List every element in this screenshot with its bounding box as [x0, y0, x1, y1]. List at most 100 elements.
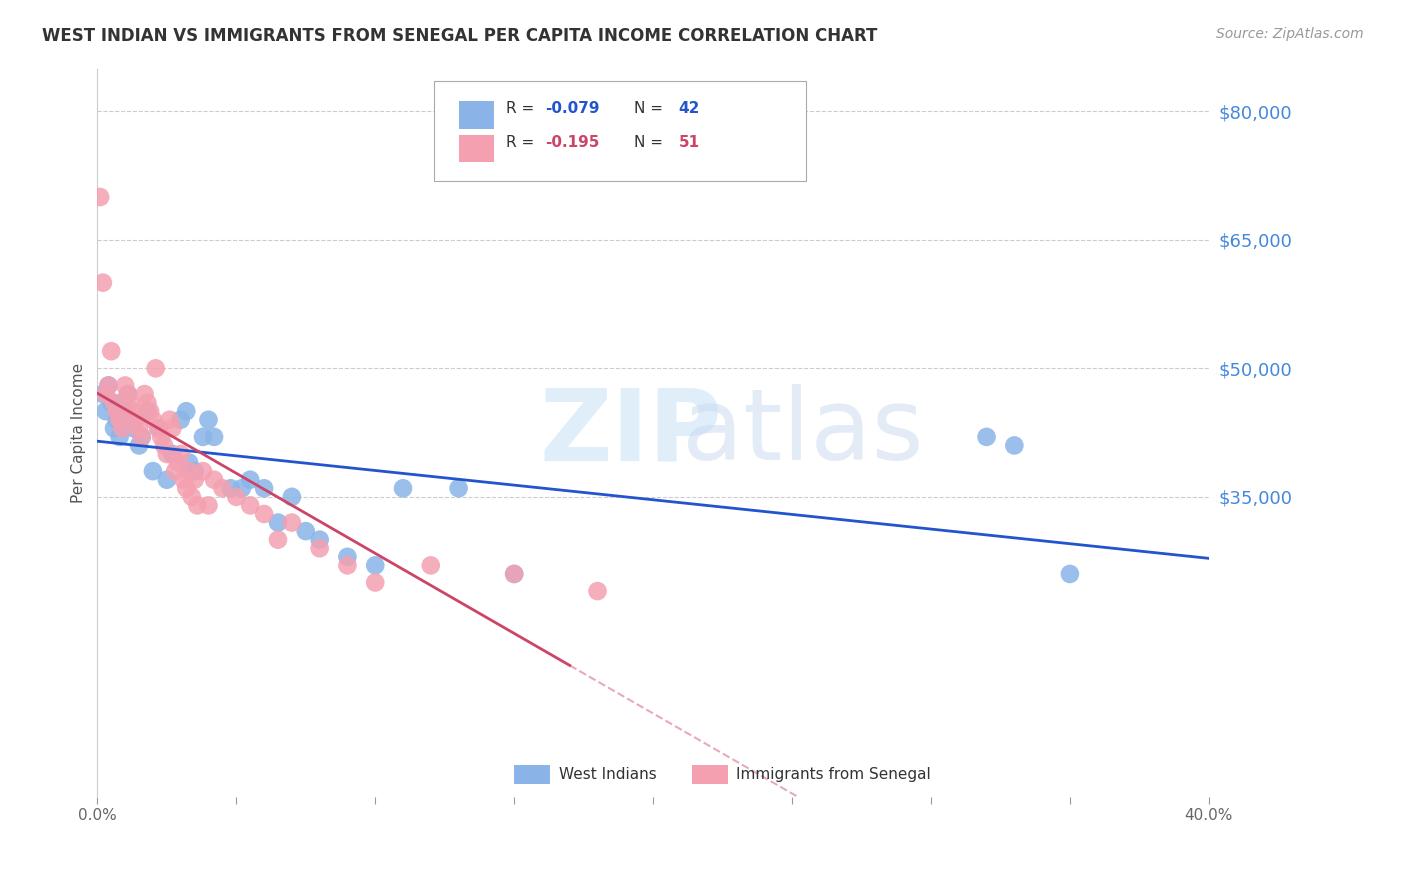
Point	[111, 421, 134, 435]
Text: atlas: atlas	[682, 384, 924, 481]
Point	[336, 549, 359, 564]
FancyBboxPatch shape	[458, 102, 494, 129]
FancyBboxPatch shape	[458, 135, 494, 162]
Point	[100, 395, 122, 409]
Point	[180, 490, 202, 504]
Point	[91, 276, 114, 290]
FancyBboxPatch shape	[434, 81, 807, 181]
Point	[183, 464, 205, 478]
Point	[231, 481, 253, 495]
Text: Immigrants from Senegal: Immigrants from Senegal	[737, 767, 931, 782]
Point	[239, 499, 262, 513]
Text: N =: N =	[634, 102, 668, 116]
Point	[108, 430, 131, 444]
Point	[122, 404, 145, 418]
Point	[392, 481, 415, 495]
Point	[167, 456, 190, 470]
Point	[111, 395, 134, 409]
Text: ZIP: ZIP	[540, 384, 723, 481]
Point	[105, 404, 128, 418]
Point	[202, 430, 225, 444]
Point	[103, 395, 125, 409]
Point	[186, 499, 208, 513]
Point	[586, 584, 609, 599]
Point	[156, 473, 179, 487]
Point	[97, 378, 120, 392]
Point	[225, 490, 247, 504]
Point	[142, 413, 165, 427]
Text: Source: ZipAtlas.com: Source: ZipAtlas.com	[1216, 27, 1364, 41]
Point	[173, 473, 195, 487]
Point	[202, 473, 225, 487]
Point	[148, 421, 170, 435]
Point	[219, 481, 242, 495]
Point	[91, 387, 114, 401]
Point	[139, 404, 162, 418]
Point	[162, 447, 184, 461]
Point	[253, 481, 276, 495]
Point	[336, 558, 359, 573]
Point	[165, 464, 187, 478]
Point	[239, 473, 262, 487]
Point	[308, 541, 330, 556]
FancyBboxPatch shape	[692, 765, 727, 783]
Point	[148, 421, 170, 435]
Point	[153, 438, 176, 452]
Point	[125, 413, 148, 427]
Text: West Indians: West Indians	[558, 767, 657, 782]
Point	[197, 413, 219, 427]
Point	[174, 481, 197, 495]
Point	[142, 464, 165, 478]
Point	[97, 378, 120, 392]
Point	[308, 533, 330, 547]
Text: -0.195: -0.195	[546, 135, 600, 150]
Point	[156, 447, 179, 461]
Text: R =: R =	[506, 135, 540, 150]
Point	[100, 344, 122, 359]
Point	[1059, 566, 1081, 581]
Point	[131, 430, 153, 444]
Point	[183, 473, 205, 487]
Point	[122, 421, 145, 435]
Y-axis label: Per Capita Income: Per Capita Income	[72, 362, 86, 503]
Point	[162, 421, 184, 435]
FancyBboxPatch shape	[515, 765, 550, 783]
Point	[267, 533, 290, 547]
Point	[136, 404, 159, 418]
Text: 42: 42	[679, 102, 700, 116]
Text: -0.079: -0.079	[546, 102, 600, 116]
Point	[117, 387, 139, 401]
Text: R =: R =	[506, 102, 540, 116]
Point	[159, 413, 181, 427]
Point	[419, 558, 441, 573]
Point	[174, 404, 197, 418]
Point	[94, 404, 117, 418]
Point	[136, 395, 159, 409]
Point	[120, 413, 142, 427]
Point	[128, 438, 150, 452]
Point	[191, 464, 214, 478]
Point	[503, 566, 526, 581]
Point	[281, 490, 304, 504]
Point	[117, 387, 139, 401]
Point	[294, 524, 316, 538]
Point	[89, 190, 111, 204]
Point	[108, 413, 131, 427]
Point	[191, 430, 214, 444]
Text: N =: N =	[634, 135, 668, 150]
Point	[177, 464, 200, 478]
Point	[105, 413, 128, 427]
Point	[120, 395, 142, 409]
Point	[150, 430, 173, 444]
Text: WEST INDIAN VS IMMIGRANTS FROM SENEGAL PER CAPITA INCOME CORRELATION CHART: WEST INDIAN VS IMMIGRANTS FROM SENEGAL P…	[42, 27, 877, 45]
Point	[128, 421, 150, 435]
Point	[103, 421, 125, 435]
Point	[447, 481, 470, 495]
Point	[197, 499, 219, 513]
Point	[170, 447, 193, 461]
Point	[114, 404, 136, 418]
Point	[1002, 438, 1025, 452]
Point	[364, 558, 387, 573]
Point	[94, 387, 117, 401]
Point	[364, 575, 387, 590]
